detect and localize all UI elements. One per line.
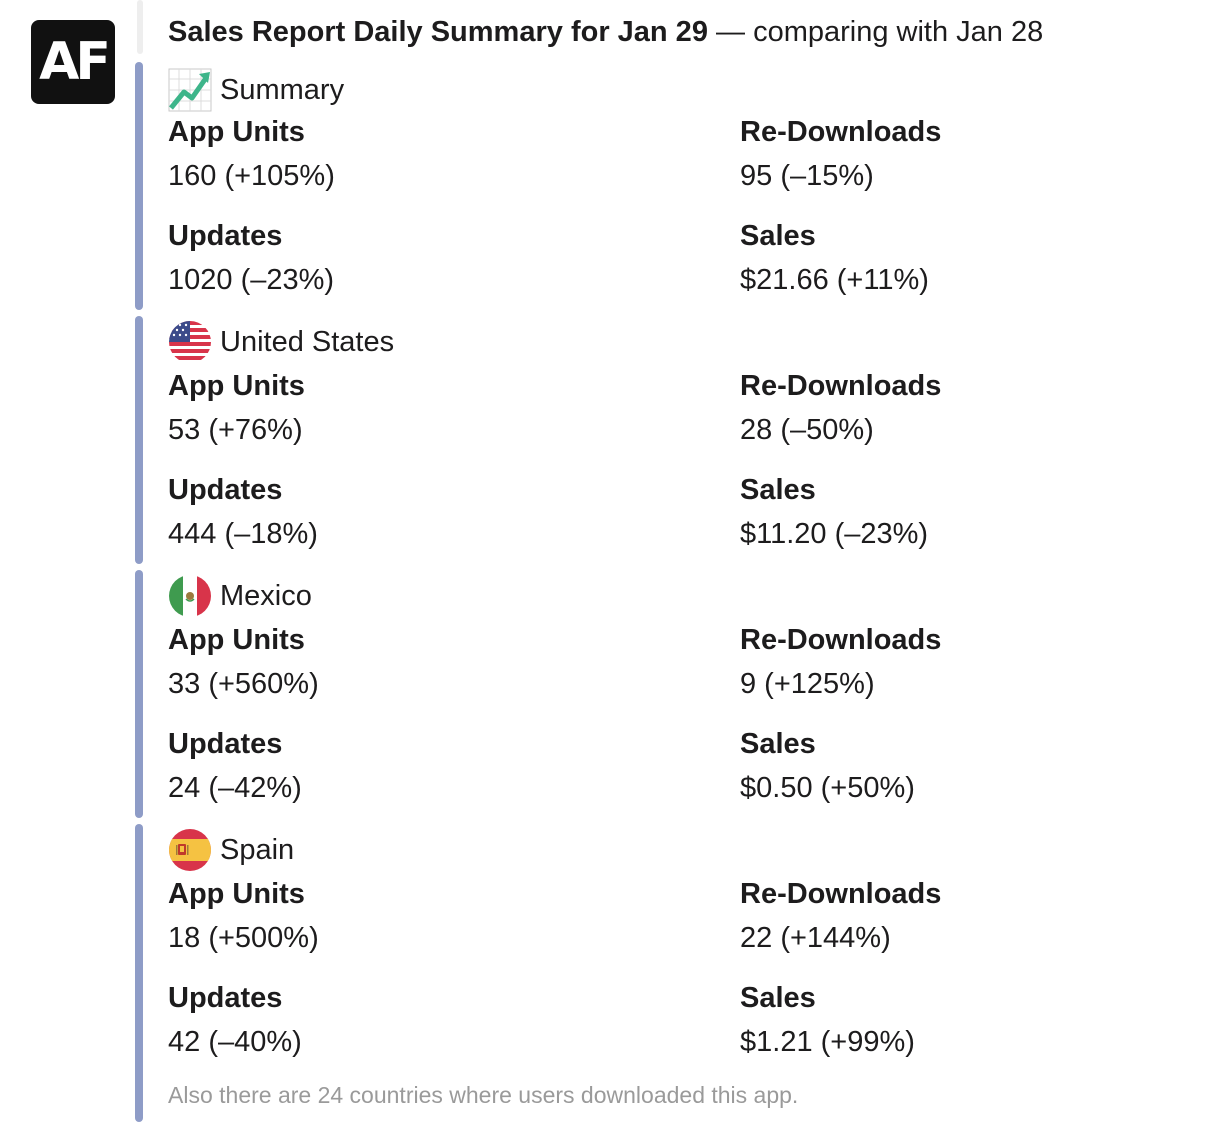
attachment-label: United States xyxy=(220,325,395,358)
flag-mexico-icon xyxy=(169,575,211,617)
report-comparison: — comparing with Jan 28 xyxy=(716,16,1044,48)
flag-us-icon xyxy=(169,321,211,363)
attachment-color-bar xyxy=(135,62,143,310)
field-updates: Updates 42 (–40%) xyxy=(168,982,302,1058)
field-redownloads: Re-Downloads 22 (+144%) xyxy=(740,878,942,954)
field-app-units: App Units 18 (+500%) xyxy=(168,878,319,954)
field-updates: Updates 1020 (–23%) xyxy=(168,220,335,296)
appfollow-logo-icon: AF xyxy=(39,32,111,92)
field-updates: Updates 444 (–18%) xyxy=(168,474,318,550)
field-updates: Updates 24 (–42%) xyxy=(168,728,302,804)
attachment-header: United States xyxy=(168,318,394,366)
attachment-header: Mexico xyxy=(168,572,312,620)
field-app-units: App Units 33 (+560%) xyxy=(168,624,319,700)
chart-increasing-icon xyxy=(168,68,212,112)
field-sales: Sales $21.66 (+11%) xyxy=(740,220,929,296)
field-app-units: App Units 53 (+76%) xyxy=(168,370,305,446)
message-gutter xyxy=(137,0,143,54)
attachment-summary: Summary App Units 160 (+105%) Re-Downloa… xyxy=(135,62,1195,310)
field-redownloads: Re-Downloads 95 (–15%) xyxy=(740,116,942,192)
attachment-color-bar xyxy=(135,824,143,1122)
attachment-header: Spain xyxy=(168,826,294,874)
bot-avatar[interactable]: AF xyxy=(31,20,115,104)
field-sales: Sales $11.20 (–23%) xyxy=(740,474,929,550)
attachment-header: Summary xyxy=(168,66,344,114)
message-header: Sales Report Daily Summary for Jan 29 — … xyxy=(168,14,1043,50)
attachment-united-states: United States App Units 53 (+76%) Re-Dow… xyxy=(135,316,1195,564)
field-sales: Sales $1.21 (+99%) xyxy=(740,982,915,1058)
field-sales: Sales $0.50 (+50%) xyxy=(740,728,915,804)
attachment-color-bar xyxy=(135,316,143,564)
field-redownloads: Re-Downloads 9 (+125%) xyxy=(740,624,942,700)
flag-spain-icon xyxy=(169,829,211,871)
field-app-units: App Units 160 (+105%) xyxy=(168,116,335,192)
attachment-label: Spain xyxy=(220,833,295,866)
attachment-label: Mexico xyxy=(220,579,312,612)
attachment-spain: Spain App Units 18 (+500%) Re-Downloads … xyxy=(135,824,1195,1122)
attachment-color-bar xyxy=(135,570,143,818)
field-redownloads: Re-Downloads 28 (–50%) xyxy=(740,370,942,446)
attachment-footer: Also there are 24 countries where users … xyxy=(168,1082,799,1108)
attachment-label: Summary xyxy=(220,73,345,106)
report-title: Sales Report Daily Summary for Jan 29 xyxy=(168,16,708,48)
attachment-mexico: Mexico App Units 33 (+560%) Re-Downloads… xyxy=(135,570,1195,818)
